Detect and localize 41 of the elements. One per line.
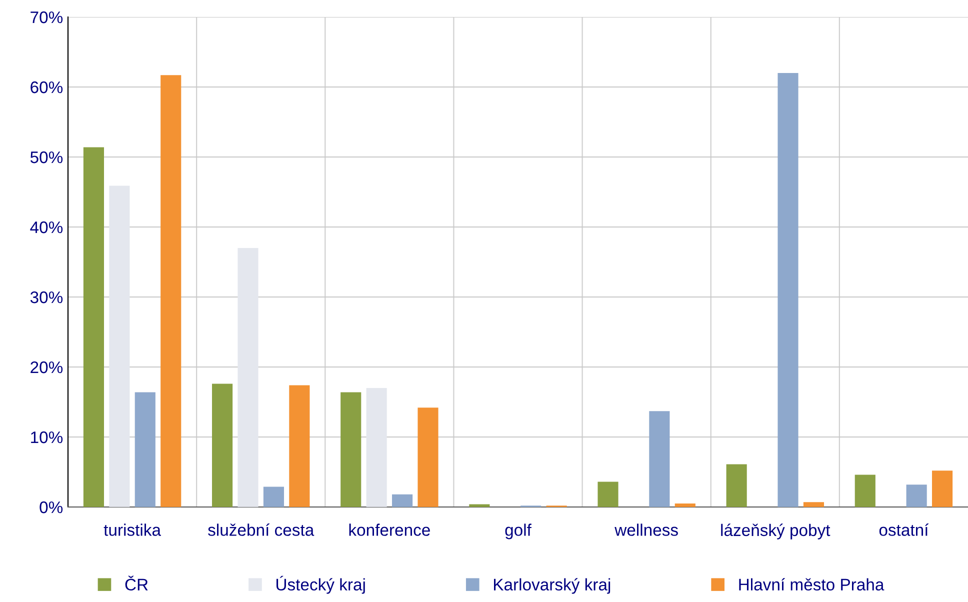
y-tick-label: 50%: [30, 151, 63, 164]
bar: [109, 186, 130, 507]
bar: [854, 474, 876, 507]
y-tick-label: 70%: [30, 11, 63, 24]
legend-label: Karlovarský kraj: [494, 578, 610, 594]
x-tick-label: golf: [505, 524, 532, 540]
bar: [340, 392, 362, 507]
x-tick-label: lázeňský pobyt: [721, 524, 830, 540]
legend-label: ČR: [125, 576, 148, 591]
x-tick-label: služební cesta: [208, 523, 314, 536]
bar: [263, 486, 284, 507]
bar: [212, 384, 233, 507]
y-tick-label: 10%: [31, 431, 63, 444]
bar: [392, 494, 413, 507]
bar: [134, 392, 156, 507]
bar: [906, 484, 927, 507]
bar: [160, 75, 182, 507]
bar: [932, 470, 953, 507]
bar: [726, 464, 747, 507]
bar: [366, 388, 387, 507]
x-tick-label: turistika: [104, 524, 161, 536]
x-tick-label: ostatní: [879, 523, 929, 536]
y-tick-label: 0%: [40, 501, 63, 514]
y-tick-label: 20%: [30, 361, 63, 374]
bar: [83, 147, 104, 507]
bar: [674, 504, 696, 507]
y-tick-label: 60%: [30, 81, 63, 94]
y-tick-label: 40%: [30, 221, 63, 234]
bar: [803, 502, 824, 507]
bar: [418, 408, 438, 507]
bar: [778, 73, 798, 507]
bar: [238, 248, 258, 507]
x-tick-label: wellness: [614, 524, 678, 536]
bar: [469, 504, 490, 507]
legend-label: Ústecký kraj: [276, 576, 365, 594]
legend-label: Hlavní město Praha: [739, 578, 884, 591]
bar: [598, 482, 618, 507]
bar: [649, 411, 670, 507]
bar: [289, 385, 310, 507]
y-tick-label: 30%: [30, 291, 63, 304]
x-tick-label: konference: [349, 524, 430, 536]
